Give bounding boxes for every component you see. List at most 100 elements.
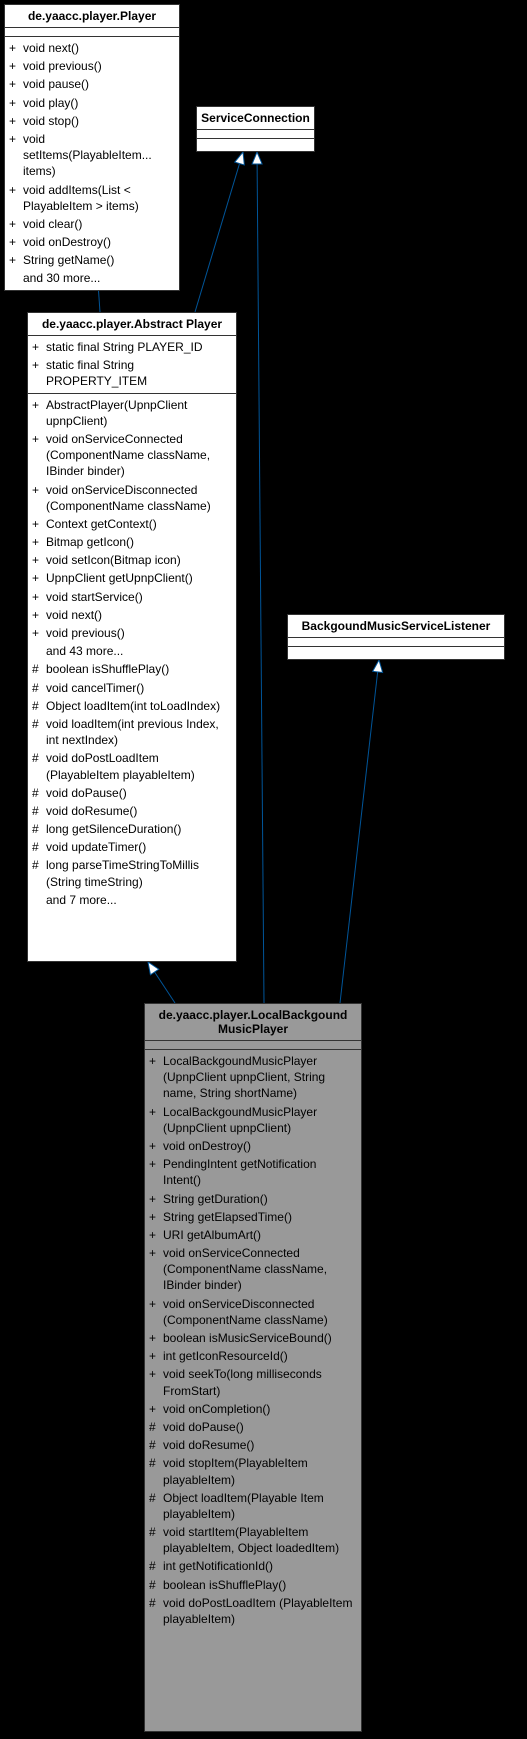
visibility: +	[32, 570, 46, 586]
member-text: void doPause()	[163, 1419, 357, 1435]
member-text: Object loadItem(int toLoadIndex)	[46, 698, 232, 714]
class-method: #void doResume()	[149, 1436, 357, 1454]
member-text: and 7 more...	[46, 892, 232, 908]
class-method: #boolean isShufflePlay()	[149, 1576, 357, 1594]
class-method: +void previous()	[9, 57, 175, 75]
class-attr: +static final String PROPERTY_ITEM	[32, 356, 232, 390]
class-attrs	[197, 130, 314, 139]
member-text: void doPostLoadItem (PlayableItem playab…	[163, 1595, 357, 1627]
member-text: void updateTimer()	[46, 839, 232, 855]
member-text: void onCompletion()	[163, 1401, 357, 1417]
class-method: +void addItems(List < PlayableItem > ite…	[9, 181, 175, 215]
class-method: +void play()	[9, 94, 175, 112]
member-text: PendingIntent getNotification Intent()	[163, 1156, 357, 1188]
member-text: Object loadItem(Playable Item playableIt…	[163, 1490, 357, 1522]
visibility: #	[149, 1558, 163, 1574]
class-attrs	[145, 1041, 361, 1050]
member-text: void stop()	[23, 113, 175, 129]
member-text: String getName()	[23, 252, 175, 268]
class-serviceConnection: ServiceConnection	[196, 106, 315, 152]
class-method: +void onCompletion()	[149, 1400, 357, 1418]
class-method: #void startItem(PlayableItem playableIte…	[149, 1523, 357, 1557]
class-method: +void onServiceDisconnected (ComponentNa…	[32, 481, 232, 515]
class-method: #long getSilenceDuration()	[32, 820, 232, 838]
member-text: void stopItem(PlayableItem playableItem)	[163, 1455, 357, 1487]
class-method: #void doPause()	[149, 1418, 357, 1436]
class-method: +void clear()	[9, 215, 175, 233]
visibility: +	[32, 357, 46, 373]
visibility: +	[32, 625, 46, 641]
visibility: +	[32, 431, 46, 447]
visibility: #	[149, 1437, 163, 1453]
class-method: +boolean isMusicServiceBound()	[149, 1329, 357, 1347]
visibility: +	[149, 1227, 163, 1243]
class-method: +UpnpClient getUpnpClient()	[32, 569, 232, 587]
visibility: #	[32, 750, 46, 766]
member-text: int getNotificationId()	[163, 1558, 357, 1574]
visibility: +	[9, 182, 23, 198]
visibility: +	[32, 397, 46, 413]
edge-abstractPlayer-to-serviceConnection	[195, 152, 243, 312]
member-text: void previous()	[23, 58, 175, 74]
visibility: +	[32, 339, 46, 355]
member-text: void onServiceDisconnected (ComponentNam…	[163, 1296, 357, 1328]
visibility: #	[32, 803, 46, 819]
edge-localBgMusicPlayer-to-serviceConnection	[257, 152, 264, 1003]
member-text: void setIcon(Bitmap icon)	[46, 552, 232, 568]
visibility: +	[149, 1138, 163, 1154]
visibility: +	[9, 58, 23, 74]
visibility: #	[32, 680, 46, 696]
visibility: #	[149, 1490, 163, 1506]
member-text: AbstractPlayer(UpnpClient upnpClient)	[46, 397, 232, 429]
visibility: +	[149, 1191, 163, 1207]
visibility: +	[149, 1053, 163, 1069]
visibility: #	[149, 1524, 163, 1540]
member-text: void seekTo(long milliseconds FromStart)	[163, 1366, 357, 1398]
class-method: +void seekTo(long milliseconds FromStart…	[149, 1365, 357, 1399]
edge-localBgMusicPlayer-to-bgListener	[340, 660, 379, 1003]
visibility: +	[32, 552, 46, 568]
member-text: void doPause()	[46, 785, 232, 801]
member-text: void onServiceConnected (ComponentName c…	[163, 1245, 357, 1294]
class-method: +Bitmap getIcon()	[32, 533, 232, 551]
visibility: +	[149, 1296, 163, 1312]
class-attrs: +static final String PLAYER_ID+static fi…	[28, 336, 236, 394]
member-text: LocalBackgoundMusicPlayer (UpnpClient up…	[163, 1053, 357, 1102]
member-text: void next()	[46, 607, 232, 623]
visibility: +	[32, 607, 46, 623]
class-method: +void pause()	[9, 75, 175, 93]
class-methods	[288, 647, 504, 651]
class-method: #void doResume()	[32, 802, 232, 820]
visibility: +	[32, 482, 46, 498]
member-text: static final String PLAYER_ID	[46, 339, 232, 355]
member-text: void pause()	[23, 76, 175, 92]
visibility: #	[149, 1455, 163, 1471]
class-method: +void setItems(PlayableItem... items)	[9, 130, 175, 181]
member-text: void next()	[23, 40, 175, 56]
class-method: +void previous()	[32, 624, 232, 642]
class-methods: +void next()+void previous()+void pause(…	[5, 37, 179, 290]
class-method: +String getElapsedTime()	[149, 1208, 357, 1226]
member-text: void clear()	[23, 216, 175, 232]
member-text: String getElapsedTime()	[163, 1209, 357, 1225]
visibility: +	[9, 95, 23, 111]
visibility: +	[9, 131, 23, 147]
member-text: void startItem(PlayableItem playableItem…	[163, 1524, 357, 1556]
class-method: #void updateTimer()	[32, 838, 232, 856]
class-attrs	[5, 28, 179, 37]
class-method: +void setIcon(Bitmap icon)	[32, 551, 232, 569]
member-text: Context getContext()	[46, 516, 232, 532]
class-methods: +AbstractPlayer(UpnpClient upnpClient)+v…	[28, 394, 236, 911]
visibility: +	[149, 1156, 163, 1172]
member-text: String getDuration()	[163, 1191, 357, 1207]
class-method: +String getName()	[9, 251, 175, 269]
member-text: LocalBackgoundMusicPlayer (UpnpClient up…	[163, 1104, 357, 1136]
member-text: void setItems(PlayableItem... items)	[23, 131, 175, 180]
visibility: +	[149, 1245, 163, 1261]
class-method: +LocalBackgoundMusicPlayer (UpnpClient u…	[149, 1103, 357, 1137]
class-method: +void onServiceConnected (ComponentName …	[149, 1244, 357, 1295]
class-method: +String getDuration()	[149, 1190, 357, 1208]
class-method: +void onDestroy()	[149, 1137, 357, 1155]
class-method: and 30 more...	[9, 269, 175, 287]
class-method: +void onDestroy()	[9, 233, 175, 251]
